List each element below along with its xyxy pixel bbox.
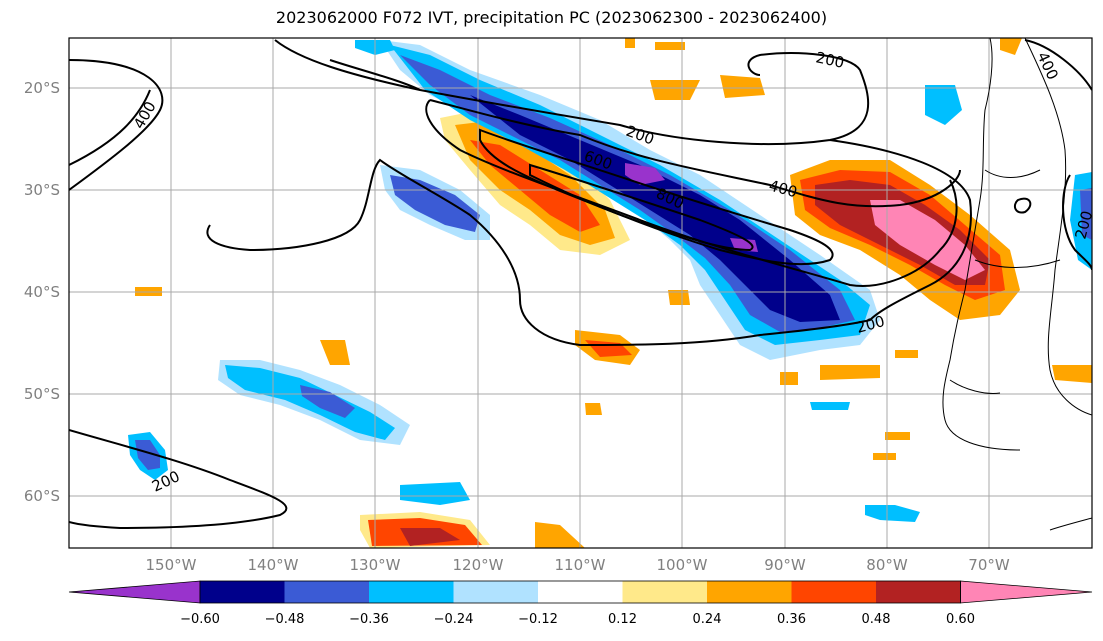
latitude-labels: 20°S 30°S 40°S 50°S 60°S <box>24 79 60 505</box>
colorbar-segment <box>707 581 792 603</box>
contour-200-ne <box>1024 39 1092 91</box>
colorbar-tick-label: 0.48 <box>862 612 891 627</box>
contour-small <box>1013 197 1032 214</box>
colorbar-segment <box>791 581 876 603</box>
map-title: 2023062000 F072 IVT, precipitation PC (2… <box>275 8 828 27</box>
ivt-contours <box>69 39 1092 530</box>
contour-label: 200 <box>814 48 846 72</box>
lon-label: 140°W <box>248 556 299 574</box>
colorbar-segment <box>200 581 285 603</box>
colorbar-tick-label: −0.12 <box>518 612 558 627</box>
colorbar-segment <box>453 581 538 603</box>
lon-label: 100°W <box>657 556 708 574</box>
lat-label: 20°S <box>24 79 60 97</box>
contour-400 <box>69 59 961 287</box>
colorbar-segment <box>876 581 961 603</box>
colorbar-tick-label: −0.36 <box>349 612 389 627</box>
colorbar-tick-label: −0.48 <box>265 612 305 627</box>
colorbar-tick-label: 0.36 <box>777 612 806 627</box>
colorbar-extend-right <box>960 580 1093 604</box>
longitude-labels: 150°W 140°W 130°W 120°W 110°W 100°W 90°W… <box>146 556 1010 574</box>
colorbar-tick-label: −0.60 <box>180 612 220 627</box>
colorbar-tick-label: 0.60 <box>946 612 975 627</box>
lat-label: 50°S <box>24 385 60 403</box>
coastlines <box>942 38 1092 531</box>
lon-label: 130°W <box>350 556 401 574</box>
lon-label: 120°W <box>453 556 504 574</box>
colorbar-tick-label: 0.12 <box>608 612 637 627</box>
colorbar-tick-label: −0.24 <box>434 612 474 627</box>
colorbar-tick-label: 0.24 <box>693 612 722 627</box>
lon-label: 70°W <box>968 556 1010 574</box>
lon-label: 80°W <box>866 556 908 574</box>
contour-200-main <box>206 39 972 347</box>
lon-label: 90°W <box>764 556 806 574</box>
colorbar-extend-left <box>68 580 201 604</box>
colorbar: −0.60 −0.48 −0.36 −0.24 −0.12 0.12 0.24 … <box>68 580 1093 627</box>
colorbar-frame <box>199 580 961 604</box>
lat-label: 30°S <box>24 181 60 199</box>
map-frame <box>68 37 1093 549</box>
colorbar-segment <box>284 581 369 603</box>
colorbar-segment <box>622 581 707 603</box>
lon-label: 110°W <box>555 556 606 574</box>
lat-label: 40°S <box>24 283 60 301</box>
colorbar-segment <box>369 581 454 603</box>
lat-label: 60°S <box>24 487 60 505</box>
graticule <box>69 38 1092 548</box>
colorbar-segment <box>538 581 623 603</box>
contour-800 <box>529 163 754 252</box>
contour-200-sw <box>69 429 288 530</box>
lon-label: 150°W <box>146 556 197 574</box>
